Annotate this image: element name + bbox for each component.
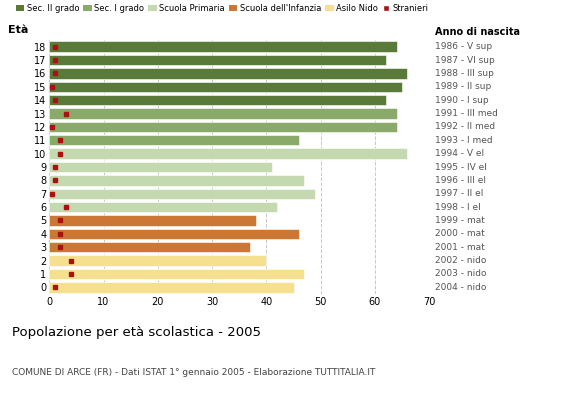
Text: Popolazione per età scolastica - 2005: Popolazione per età scolastica - 2005	[12, 326, 260, 339]
Bar	[49, 242, 250, 252]
Bar	[49, 229, 299, 239]
Bar	[49, 148, 408, 159]
Text: 1996 - III el: 1996 - III el	[435, 176, 486, 185]
Bar	[49, 135, 299, 146]
Text: 1988 - III sup: 1988 - III sup	[435, 69, 494, 78]
Text: 1993 - I med: 1993 - I med	[435, 136, 492, 145]
Text: 1994 - V el: 1994 - V el	[435, 149, 484, 158]
Text: 1986 - V sup: 1986 - V sup	[435, 42, 492, 51]
Bar	[49, 188, 316, 199]
Text: 1990 - I sup: 1990 - I sup	[435, 96, 489, 105]
Text: Anno di nascita: Anno di nascita	[435, 27, 520, 37]
Bar	[49, 175, 304, 186]
Text: 1998 - I el: 1998 - I el	[435, 203, 481, 212]
Bar	[49, 215, 256, 226]
Text: 1987 - VI sup: 1987 - VI sup	[435, 56, 495, 64]
Bar	[49, 122, 397, 132]
Text: 2003 - nido: 2003 - nido	[435, 270, 487, 278]
Bar	[49, 68, 408, 79]
Bar	[49, 269, 304, 279]
Bar	[49, 255, 266, 266]
Text: 2000 - mat: 2000 - mat	[435, 229, 485, 238]
Bar	[49, 108, 397, 119]
Text: 2001 - mat: 2001 - mat	[435, 243, 485, 252]
Bar	[49, 42, 397, 52]
Text: 1995 - IV el: 1995 - IV el	[435, 162, 487, 172]
Text: 1992 - II med: 1992 - II med	[435, 122, 495, 131]
Text: 1991 - III med: 1991 - III med	[435, 109, 498, 118]
Bar	[49, 82, 402, 92]
Text: COMUNE DI ARCE (FR) - Dati ISTAT 1° gennaio 2005 - Elaborazione TUTTITALIA.IT: COMUNE DI ARCE (FR) - Dati ISTAT 1° genn…	[12, 368, 375, 377]
Bar	[49, 95, 386, 105]
Text: 2002 - nido: 2002 - nido	[435, 256, 487, 265]
Bar	[49, 162, 272, 172]
Bar	[49, 55, 386, 65]
Legend: Sec. II grado, Sec. I grado, Scuola Primaria, Scuola dell'Infanzia, Asilo Nido, : Sec. II grado, Sec. I grado, Scuola Prim…	[16, 4, 429, 13]
Text: Età: Età	[8, 25, 28, 35]
Text: 1989 - II sup: 1989 - II sup	[435, 82, 491, 91]
Text: 2004 - nido: 2004 - nido	[435, 283, 487, 292]
Bar	[49, 282, 293, 292]
Bar	[49, 202, 277, 212]
Text: 1997 - II el: 1997 - II el	[435, 189, 484, 198]
Text: 1999 - mat: 1999 - mat	[435, 216, 485, 225]
